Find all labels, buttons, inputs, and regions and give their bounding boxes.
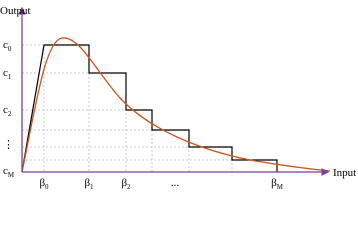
subscript: 0 [45, 183, 49, 191]
axis-symbol: c1 [3, 67, 12, 81]
x-axis-label: Input [333, 167, 356, 179]
subscript: 1 [8, 73, 12, 81]
symbol: β [271, 177, 277, 189]
axis-symbol: βM [271, 177, 284, 191]
subscript: 2 [127, 183, 131, 191]
staircase [21, 44, 278, 173]
axis-symbol: ⋮ [3, 139, 14, 151]
subscript: 2 [8, 110, 12, 118]
grid [22, 44, 278, 172]
axis-symbol: cM [3, 165, 15, 179]
symbol: c [3, 165, 8, 177]
y-axis-label: Output [0, 5, 31, 17]
symbol: c [3, 104, 8, 116]
axis-symbol: β1 [84, 177, 94, 191]
curve [21, 37, 331, 173]
symbol: c [3, 39, 8, 51]
symbol: β [39, 177, 45, 189]
axis-symbol: β0 [39, 177, 49, 191]
subscript: 0 [8, 45, 12, 53]
symbol: c [3, 67, 8, 79]
symbol: β [84, 177, 90, 189]
axis-symbol: β2 [121, 177, 131, 191]
symbol: β [121, 177, 127, 189]
symbol: ... [171, 177, 180, 189]
symbol: ⋮ [3, 139, 14, 151]
subscript: M [8, 171, 15, 179]
subscript: M [277, 183, 284, 191]
subscript: 1 [90, 183, 94, 191]
axis-symbol: c2 [3, 104, 12, 118]
axis-symbol: ... [171, 177, 180, 189]
axis-symbol: c0 [3, 39, 12, 53]
